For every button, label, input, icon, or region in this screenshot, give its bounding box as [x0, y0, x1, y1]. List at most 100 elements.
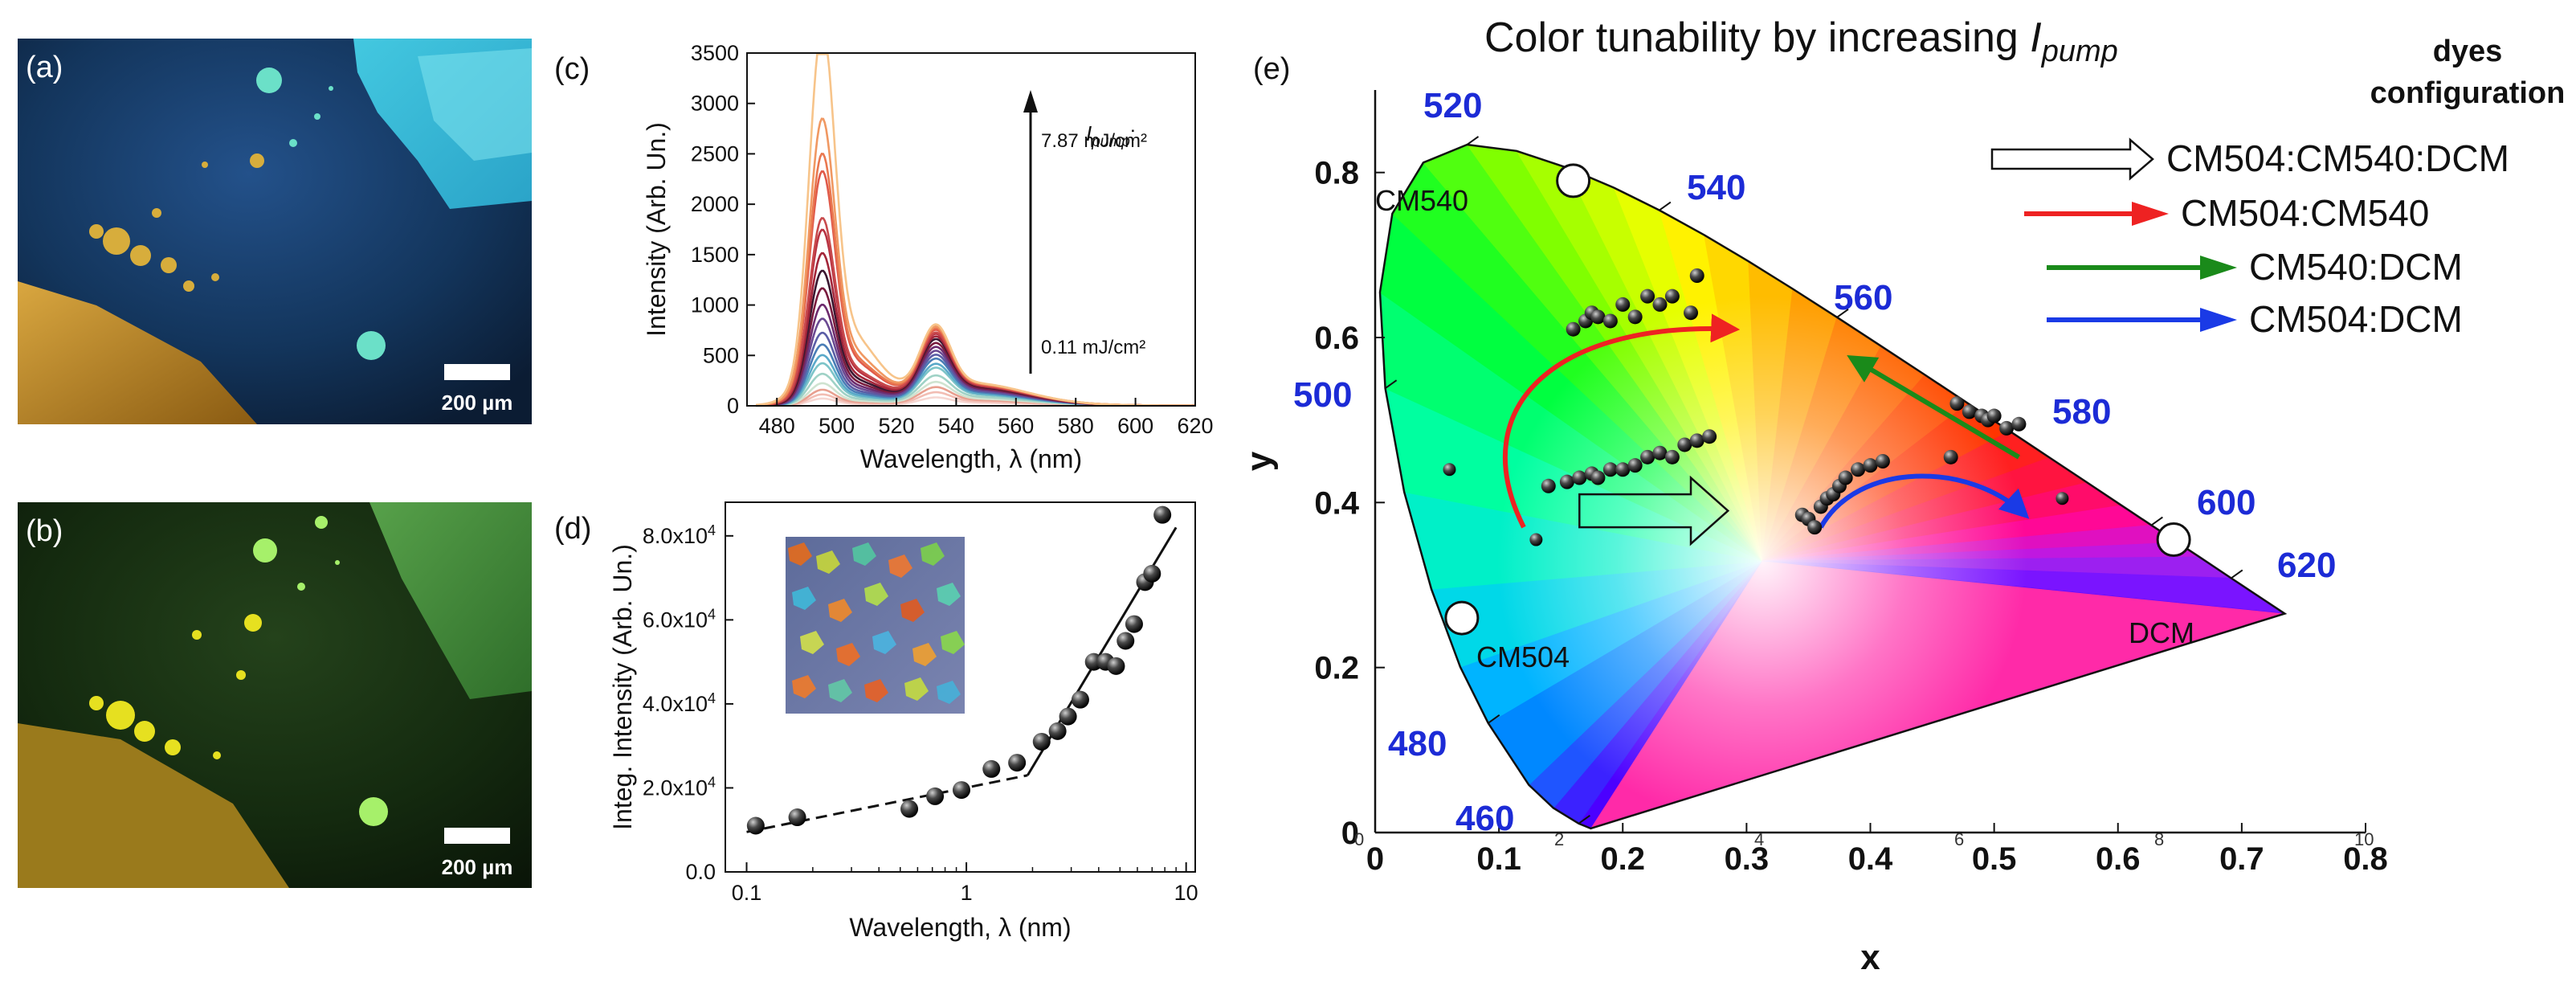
chart-e-xtick-label: 0.3	[1725, 841, 1770, 877]
arrow-cm504-cm540	[1502, 313, 1741, 529]
chart-e-ytick-label: 0.6	[1314, 321, 1359, 356]
cie-point-3-3	[1807, 520, 1823, 535]
chart-c-ytick-label: 3000	[691, 92, 739, 116]
cie-point-5-3	[2055, 492, 2069, 505]
panel-d-label: (d)	[554, 512, 591, 546]
panel-b-image	[18, 502, 532, 888]
cie-point-4-5	[1986, 408, 2002, 423]
chart-c-xtick-label: 520	[878, 414, 914, 438]
cie-point-2-7	[1615, 462, 1631, 477]
cie-point-4-1	[1949, 396, 1965, 411]
data-point-14	[1107, 657, 1125, 675]
inset-flake-13	[872, 631, 896, 654]
chart-e-xtick-label: 0.4	[1848, 841, 1893, 877]
inset-flake-3	[852, 542, 876, 566]
panel-e-label: (e)	[1253, 52, 1290, 86]
legend-label-1: CM504:CM540:DCM	[2166, 137, 2509, 179]
data-point-9	[1048, 722, 1067, 740]
wavelength-tick-460	[1578, 814, 1590, 824]
wavelength-label-460: 460	[1455, 799, 1514, 838]
cie-point-1-4	[1590, 309, 1606, 325]
chart-d-ytick-label: 6.0x104	[643, 606, 716, 632]
legend-label-4: CM504:DCM	[2249, 298, 2463, 340]
cie-point-4-7	[2011, 416, 2027, 432]
data-point-1	[746, 816, 765, 835]
wavelength-tick-540	[1659, 201, 1672, 211]
dye-label-cm540: CM540	[1375, 184, 1468, 217]
inset-flake-7	[828, 599, 852, 622]
data-point-15	[1117, 632, 1135, 650]
legend-arrow-head-2	[2132, 202, 2169, 226]
wavelength-label-580: 580	[2052, 392, 2111, 432]
legend-label-2: CM504:CM540	[2181, 192, 2429, 234]
chart-d-ytick-label: 8.0x104	[643, 522, 716, 548]
chart-c-ytick-label: 2500	[691, 141, 739, 166]
chart-c-xtick-label: 620	[1177, 414, 1213, 438]
cie-point-2-12	[1677, 437, 1692, 452]
data-point-10	[1059, 707, 1077, 726]
chart-e-ytick-label: 0.4	[1314, 485, 1359, 521]
data-point-8	[1032, 732, 1051, 751]
inset-flake-8	[864, 583, 888, 606]
cie-point-1-5	[1602, 313, 1618, 329]
panel-a-scale-bar	[444, 364, 510, 380]
chart-e-ytick-label: 0	[1341, 816, 1359, 851]
cie-point-2-1	[1541, 478, 1556, 493]
cie-point-4-6	[1999, 420, 2015, 436]
chart-e-xtick-label: 0.8	[2343, 841, 2388, 877]
data-point-18	[1143, 564, 1161, 583]
chart-c: 480 500 520 540 560 580 600 620 0 500 1000 1500 2000…	[642, 41, 1214, 473]
chart-c-xtick-label: 480	[759, 414, 795, 438]
pump-arrow-head	[1023, 90, 1038, 113]
cie-point-2-6	[1602, 462, 1618, 477]
chart-e-ytick-label: 0.2	[1314, 651, 1359, 686]
panel-c-label: (c)	[554, 52, 590, 86]
spectrum-line-16	[756, 217, 1195, 407]
chart-c-xtick-label: 540	[938, 414, 974, 438]
legend-title-line1: dyes	[2433, 35, 2503, 68]
chart-c-frame	[746, 52, 1196, 407]
chart-d-ylabel: Integ. Intensity (Arb. Un.)	[608, 544, 637, 830]
chart-e-ylabel: y	[1239, 451, 1279, 471]
cie-point-2-8	[1627, 458, 1643, 473]
data-point-5	[952, 781, 970, 800]
chart-e-minor-label: 8	[2154, 829, 2164, 849]
wavelength-label-560: 560	[1834, 278, 1892, 317]
chart-c-ytick-label: 2000	[691, 192, 739, 216]
cie-point-1-1	[1566, 321, 1581, 337]
wavelength-label-480: 480	[1388, 724, 1447, 763]
chart-e-minor-label: 2	[1554, 829, 1564, 849]
cie-point-3-11	[1875, 454, 1890, 468]
inset-flake-6	[792, 587, 816, 610]
dye-label-cm504: CM504	[1476, 640, 1570, 673]
chart-c-ytick-label: 0	[727, 394, 739, 418]
inset-flake-2	[816, 550, 840, 574]
chart-d-frame	[725, 501, 1196, 873]
arrow-cm540-dcm	[1847, 354, 2020, 460]
chart-c-xlabel: Wavelength, λ (nm)	[860, 444, 1082, 473]
cie-point-1-12	[1689, 268, 1704, 283]
legend-arrow-head-3	[2200, 256, 2237, 280]
cie-point-3-10	[1863, 458, 1878, 473]
panel-a-image	[18, 39, 532, 424]
dye-marker-cm504	[1444, 600, 1480, 636]
cie-point-1-7	[1627, 309, 1643, 325]
panel-a-scale-label: 200 µm	[442, 391, 513, 415]
chart-c-xtick-label: 580	[1058, 414, 1094, 438]
chart-e-xtick-label: 0.6	[2096, 841, 2141, 877]
dye-marker-cm540	[1556, 163, 1591, 198]
chart-e-minor-label: 0	[1354, 829, 1364, 849]
inset-flake-10	[937, 583, 961, 606]
legend-label-3: CM540:DCM	[2249, 246, 2463, 288]
cie-point-2-2	[1559, 474, 1574, 489]
cie-point-5-1	[1443, 463, 1456, 477]
data-point-16	[1125, 615, 1143, 633]
chart-c-ytick-label: 3500	[691, 41, 739, 65]
inset-flake-4	[888, 554, 912, 578]
fit-line-high	[1027, 526, 1178, 776]
chart-d: 0.1 1 10 0.0 2.0x104 4.0x104 6.0x104 8.0x104 Wav…	[608, 501, 1198, 942]
cie-point-2-11	[1664, 449, 1680, 464]
chart-c-xtick-label: 600	[1117, 414, 1153, 438]
cie-point-3-8	[1838, 470, 1853, 485]
spectrum-line-15	[756, 228, 1195, 407]
